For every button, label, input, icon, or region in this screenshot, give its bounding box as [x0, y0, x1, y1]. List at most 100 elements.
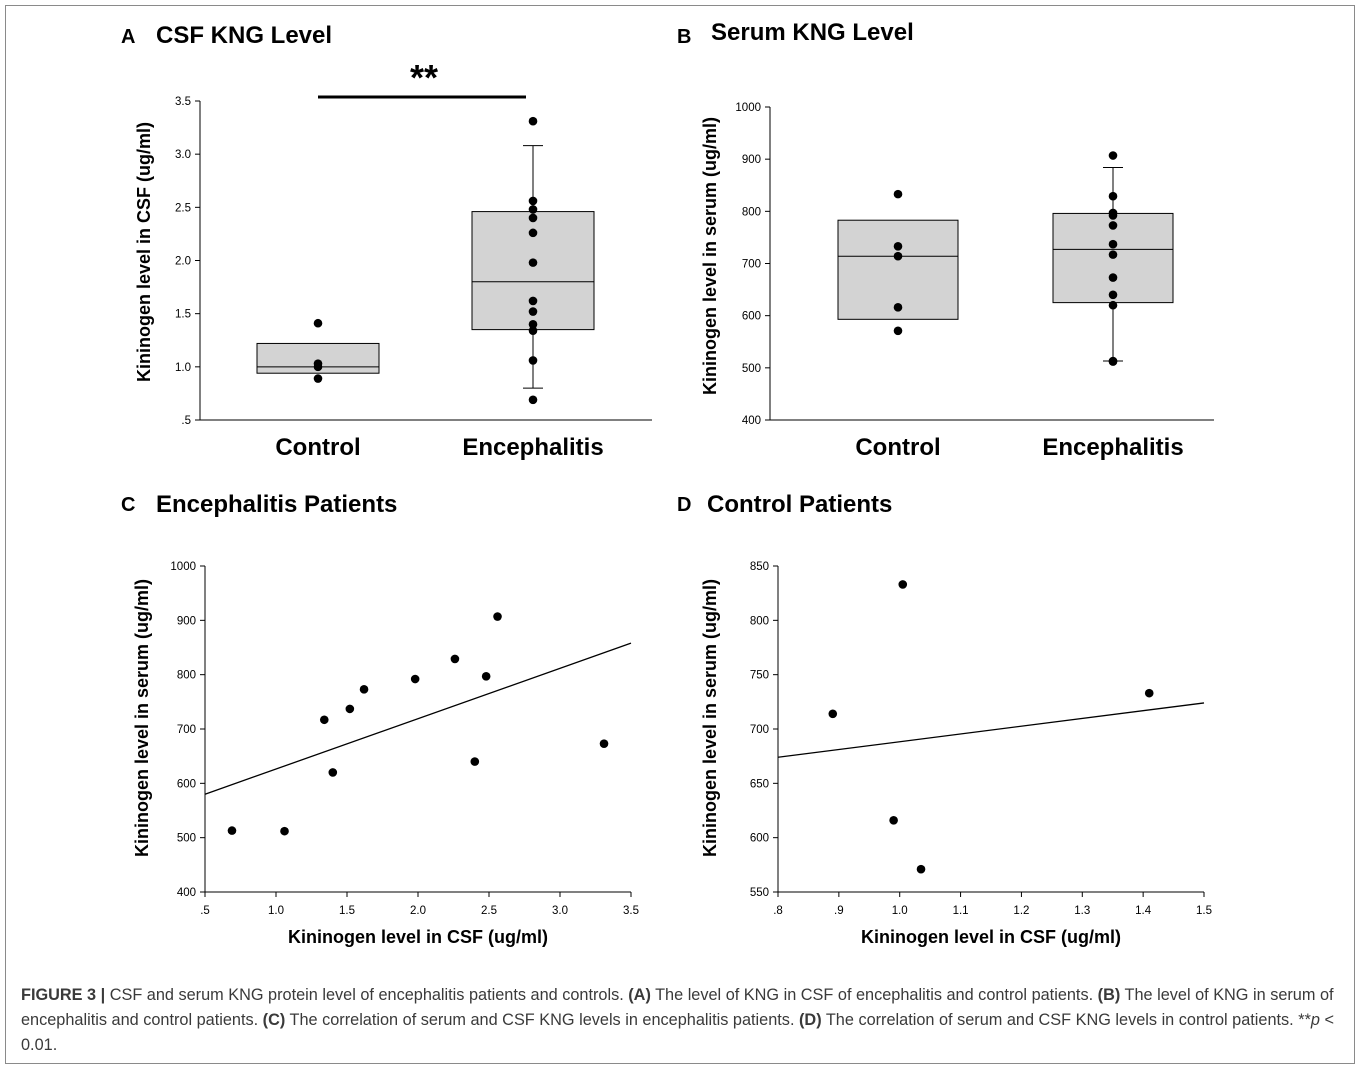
- x-tick-label: 1.0: [892, 905, 908, 917]
- y-tick-label: 1000: [735, 102, 761, 114]
- y-tick-label: 700: [177, 724, 196, 736]
- data-point: [528, 196, 538, 206]
- data-point: [528, 296, 538, 306]
- data-point: [313, 318, 323, 328]
- y-axis-title: Kininogen level in CSF (ug/ml): [134, 122, 154, 382]
- data-point: [1144, 688, 1154, 698]
- data-point: [1108, 273, 1118, 282]
- data-point: [227, 826, 237, 835]
- caption-sig-stars: **: [1298, 1011, 1311, 1029]
- x-tick-label: 3.0: [552, 905, 568, 917]
- panel-d: D Control Patients 550 600 650 700 750 800 850 .8…: [677, 491, 1212, 947]
- caption-sig-p: p: [1310, 1011, 1320, 1029]
- y-tick-label: 650: [750, 778, 769, 790]
- data-point: [319, 715, 329, 725]
- data-point: [1108, 300, 1118, 310]
- data-point: [313, 362, 323, 372]
- caption-ref-a: (A): [628, 986, 651, 1004]
- y-tick-label: 900: [177, 615, 196, 627]
- data-point: [359, 685, 369, 694]
- data-point: [1108, 250, 1118, 259]
- regression-line: [204, 642, 632, 795]
- x-axis-title: Kininogen level in CSF (ug/ml): [288, 927, 548, 947]
- x-tick-label: 2.5: [481, 905, 497, 917]
- y-tick-label: 2.0: [175, 256, 191, 268]
- y-tick-label: 3.5: [175, 96, 191, 108]
- significance-stars: **: [410, 57, 438, 98]
- caption-text-d: The correlation of serum and CSF KNG lev…: [825, 1011, 1294, 1029]
- data-point: [893, 303, 903, 312]
- y-tick-label: 500: [177, 833, 196, 845]
- data-point: [528, 395, 538, 405]
- y-tick-label: 700: [750, 724, 769, 736]
- y-tick-label: 600: [742, 311, 761, 323]
- y-tick-label: 800: [177, 670, 196, 682]
- y-tick-label: 800: [742, 206, 761, 218]
- x-tick-label: 1.4: [1135, 905, 1152, 917]
- y-axis-title: Kininogen level in serum (ug/ml): [700, 117, 720, 395]
- panel-a: A CSF KNG Level .5 1.0 1.5 2.0 2.5 3.0 3.5 Kinino…: [121, 22, 652, 461]
- data-point: [898, 580, 908, 589]
- y-tick-label: 2.5: [175, 202, 191, 214]
- data-point: [328, 768, 338, 777]
- panel-label: A: [121, 26, 135, 48]
- caption-text: CSF and serum KNG protein level of encep…: [109, 986, 624, 1004]
- data-point: [893, 241, 903, 251]
- x-tick-label: 1.5: [1196, 905, 1212, 917]
- x-tick-label: 1.1: [953, 905, 969, 917]
- figure-frame: [5, 5, 1355, 1064]
- figure-charts: A CSF KNG Level .5 1.0 1.5 2.0 2.5 3.0 3.5 Kinino…: [121, 19, 1214, 947]
- data-point: [1108, 290, 1118, 300]
- x-tick-label: 1.0: [268, 905, 284, 917]
- y-tick-label: 1.0: [175, 362, 191, 374]
- caption-text-b: The level of KNG in serum of encephaliti…: [21, 986, 1334, 1029]
- x-tick-label: 2.0: [410, 905, 426, 917]
- category-label: Control: [855, 434, 940, 461]
- data-point: [1108, 151, 1118, 160]
- data-point: [528, 356, 538, 365]
- y-tick-label: 600: [177, 778, 196, 790]
- caption-ref-b: (B): [1097, 986, 1121, 1004]
- y-tick-label: 1.5: [175, 309, 191, 321]
- data-point: [528, 116, 538, 126]
- y-tick-label: .5: [181, 415, 191, 427]
- data-point: [1108, 239, 1118, 249]
- y-tick-label: 700: [742, 259, 761, 271]
- y-tick-label: 900: [742, 154, 761, 166]
- data-point: [493, 612, 502, 621]
- data-point: [893, 251, 903, 261]
- data-point: [481, 671, 491, 681]
- x-tick-label: .5: [200, 905, 210, 917]
- x-tick-label: 3.5: [623, 905, 639, 917]
- data-point: [893, 326, 903, 336]
- x-tick-label: .8: [773, 905, 783, 917]
- y-tick-label: 600: [750, 833, 769, 845]
- data-point: [893, 189, 903, 199]
- y-axis-title: Kininogen level in serum (ug/ml): [132, 579, 152, 857]
- data-point: [916, 864, 926, 874]
- regression-line: [777, 702, 1205, 758]
- data-point: [528, 228, 538, 238]
- panel-b: B Serum KNG Level 400 500 600 700 800 900 1000 Ki…: [677, 19, 1214, 461]
- data-point: [450, 654, 460, 664]
- box-control: [837, 219, 959, 320]
- y-tick-label: 400: [177, 887, 196, 899]
- y-tick-label: 500: [742, 363, 761, 375]
- data-point: [1108, 211, 1118, 220]
- y-tick-label: 750: [750, 670, 769, 682]
- data-point: [528, 258, 538, 267]
- caption-sig-rest: < 0.01.: [21, 1011, 1335, 1054]
- y-axis-title: Kininogen level in serum (ug/ml): [700, 579, 720, 857]
- panel-title: Control Patients: [707, 491, 892, 518]
- y-tick-label: 1000: [170, 561, 196, 573]
- x-axis-title: Kininogen level in CSF (ug/ml): [861, 927, 1121, 947]
- data-point: [889, 815, 898, 825]
- data-point: [1108, 357, 1118, 366]
- x-tick-label: 1.5: [339, 905, 355, 917]
- data-point: [313, 374, 323, 383]
- data-point: [345, 704, 355, 714]
- y-tick-label: 400: [742, 415, 761, 427]
- caption-label: FIGURE 3 |: [21, 986, 106, 1004]
- y-tick-label: 3.0: [175, 149, 191, 161]
- caption-text-c: The correlation of serum and CSF KNG lev…: [289, 1011, 795, 1029]
